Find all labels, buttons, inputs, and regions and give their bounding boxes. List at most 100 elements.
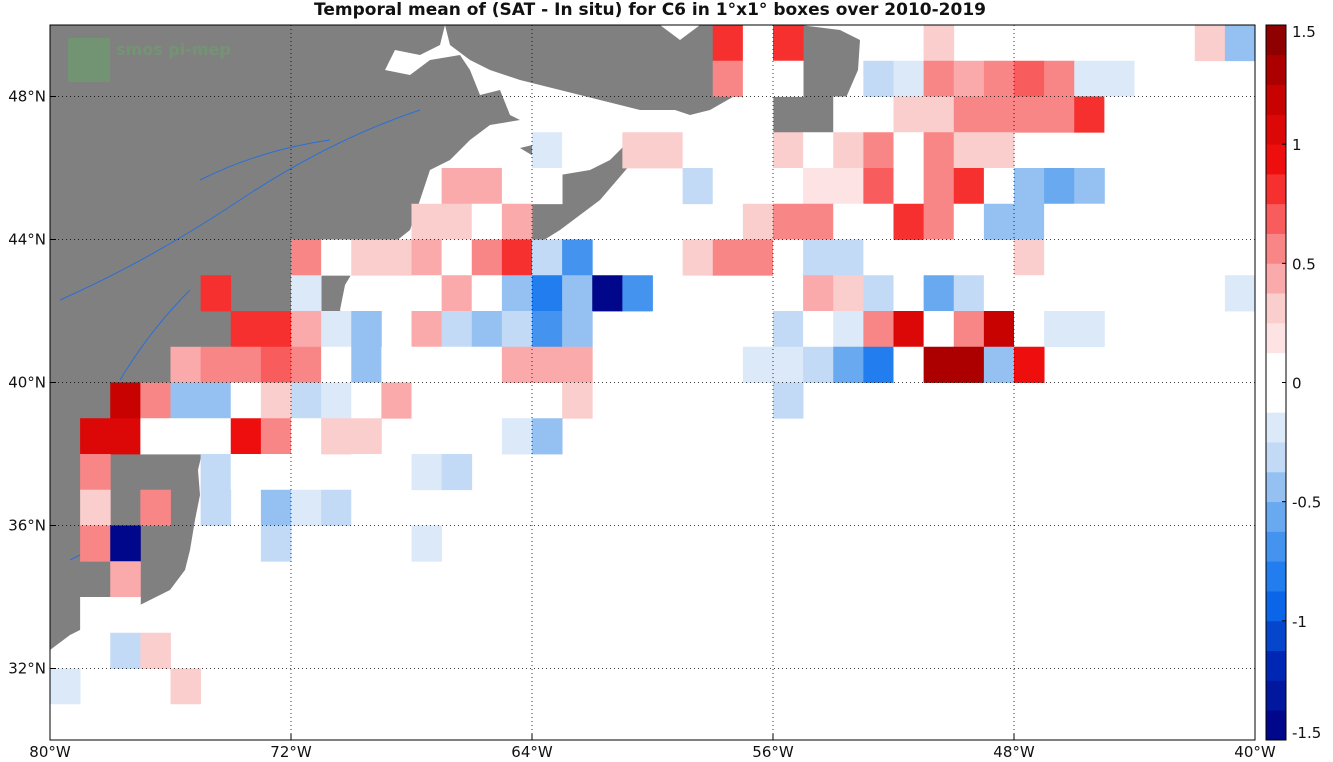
heatmap-cell xyxy=(893,132,925,169)
heatmap-cell xyxy=(742,96,774,133)
heatmap-cell xyxy=(471,203,503,240)
y-tick-label: 36°N xyxy=(8,517,46,535)
heatmap-cell xyxy=(351,311,382,348)
heatmap-cell xyxy=(80,597,111,634)
colorbar-segment xyxy=(1266,322,1286,354)
heatmap-cell xyxy=(773,311,804,348)
heatmap-cell xyxy=(200,382,232,419)
heatmap-cell xyxy=(260,418,292,455)
heatmap-cell xyxy=(803,203,834,240)
heatmap-cell xyxy=(833,203,864,240)
colorbar-segment xyxy=(1266,54,1286,85)
heatmap-cell xyxy=(1134,668,1166,705)
heatmap-cell xyxy=(532,168,563,205)
colorbar-segment xyxy=(1266,680,1286,711)
heatmap-cell xyxy=(230,382,262,419)
heatmap-cell xyxy=(291,418,322,455)
heatmap-cell xyxy=(893,60,925,97)
heatmap-cell xyxy=(803,239,834,276)
heatmap-cell xyxy=(411,454,443,491)
heatmap-cell xyxy=(893,346,925,383)
heatmap-cell xyxy=(321,346,352,383)
heatmap-cell xyxy=(471,418,503,455)
heatmap-cell xyxy=(1104,60,1135,97)
heatmap-cell xyxy=(110,632,141,669)
heatmap-cell xyxy=(742,25,774,62)
heatmap-cell xyxy=(953,96,985,133)
heatmap-cell xyxy=(260,311,292,348)
heatmap-cell xyxy=(1014,239,1045,276)
heatmap-cell xyxy=(50,668,81,705)
heatmap-cell xyxy=(110,597,141,634)
heatmap-cell xyxy=(773,239,804,276)
heatmap-cell xyxy=(893,311,925,348)
heatmap-cell xyxy=(953,346,985,383)
y-tick-label: 44°N xyxy=(8,231,46,249)
heatmap-cell xyxy=(833,239,864,276)
heatmap-cell xyxy=(321,489,352,526)
heatmap-cell xyxy=(471,346,503,383)
colorbar-tick-label: 0.5 xyxy=(1292,255,1316,273)
heatmap-cell xyxy=(953,132,985,169)
colorbar-segment xyxy=(1266,293,1286,324)
heatmap-cell xyxy=(682,239,714,276)
heatmap-cell xyxy=(682,132,714,169)
heatmap-cell xyxy=(773,203,804,240)
heatmap-cell xyxy=(863,60,894,97)
heatmap-cell xyxy=(773,346,804,383)
heatmap-cell xyxy=(1014,203,1045,240)
heatmap-cell xyxy=(80,525,111,562)
heatmap-cell xyxy=(411,275,443,312)
heatmap-cell xyxy=(923,346,955,383)
heatmap-cell xyxy=(953,203,985,240)
heatmap-cell xyxy=(1194,25,1226,62)
heatmap-cell xyxy=(140,489,171,526)
heatmap-cell xyxy=(351,382,382,419)
heatmap-cell xyxy=(291,489,322,526)
y-ticks: 32°N 36°N 40°N 44°N 48°N xyxy=(8,88,56,678)
heatmap-cell xyxy=(773,382,804,419)
heatmap-cell xyxy=(833,346,864,383)
heatmap-cell xyxy=(863,346,894,383)
heatmap-cell xyxy=(1074,203,1105,240)
heatmap-cell xyxy=(833,275,864,312)
heatmap-cell xyxy=(501,346,533,383)
heatmap-cell xyxy=(863,168,894,205)
heatmap-cell xyxy=(19,597,51,634)
heatmap-cell xyxy=(712,203,744,240)
watermark-text: smos pi-mep xyxy=(116,40,231,59)
heatmap-cell xyxy=(471,239,503,276)
colorbar-segment xyxy=(1266,412,1286,443)
heatmap-cell xyxy=(532,418,563,455)
heatmap-cell xyxy=(562,382,593,419)
heatmap-cell xyxy=(381,382,412,419)
heatmap-cell xyxy=(833,168,864,205)
heatmap-cell xyxy=(893,96,925,133)
heatmap-cell xyxy=(441,346,473,383)
heatmap-cell xyxy=(351,489,382,526)
heatmap-cell xyxy=(983,311,1015,348)
heatmap-cell xyxy=(562,275,593,312)
heatmap-cell xyxy=(923,275,955,312)
heatmap-cell xyxy=(983,96,1015,133)
colorbar-segment xyxy=(1266,382,1286,413)
heatmap-cell xyxy=(562,239,593,276)
heatmap-cell xyxy=(230,418,262,455)
colorbar-tick-label: 0 xyxy=(1292,375,1302,393)
heatmap-cell xyxy=(983,168,1015,205)
heatmap-cell xyxy=(803,168,834,205)
colorbar-tick-label: -1.5 xyxy=(1292,724,1321,742)
x-tick-label: 48°W xyxy=(993,743,1035,761)
colorbar-tick-label: 1 xyxy=(1292,136,1302,154)
heatmap-cell xyxy=(682,168,714,205)
colorbar-segment xyxy=(1266,173,1286,205)
heatmap-cell xyxy=(923,311,955,348)
heatmap-cell xyxy=(260,525,292,562)
heatmap-cell xyxy=(1014,311,1045,348)
heatmap-cell xyxy=(411,382,443,419)
colorbar-tick-label: -1 xyxy=(1292,613,1307,631)
heatmap-cell xyxy=(712,168,744,205)
heatmap-cell xyxy=(50,704,81,741)
heatmap-cell xyxy=(923,168,955,205)
